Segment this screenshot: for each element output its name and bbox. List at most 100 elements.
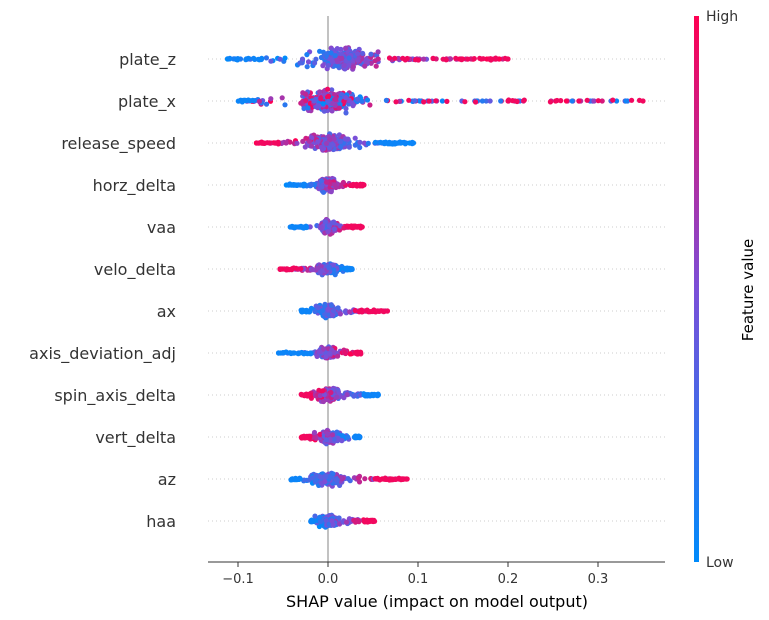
shap-point <box>320 346 326 352</box>
shap-point <box>357 392 363 398</box>
x-tick-label: −0.1 <box>222 572 254 587</box>
shap-point <box>479 98 485 104</box>
shap-point <box>334 477 340 483</box>
shap-point <box>342 309 348 315</box>
shap-point <box>306 138 312 144</box>
shap-point <box>478 56 484 62</box>
shap-point <box>397 140 403 146</box>
shap-point <box>372 139 378 145</box>
shap-point <box>331 436 337 442</box>
shap-point <box>346 55 352 61</box>
shap-point <box>304 435 310 441</box>
shap-point <box>324 179 330 185</box>
shap-point <box>332 53 338 59</box>
feature-label: vaa <box>147 218 176 237</box>
shap-point <box>319 184 325 190</box>
shap-point <box>297 60 303 66</box>
shap-point <box>316 103 322 109</box>
shap-point <box>318 474 324 480</box>
shap-point <box>317 349 323 355</box>
shap-point <box>303 135 309 141</box>
shap-point <box>384 476 390 482</box>
shap-point <box>331 226 337 232</box>
shap-point <box>336 105 342 111</box>
shap-point <box>599 98 605 104</box>
shap-point <box>301 308 307 314</box>
shap-point <box>355 475 362 481</box>
shap-point <box>340 433 346 439</box>
shap-point <box>315 139 321 145</box>
shap-point <box>331 92 337 98</box>
shap-point <box>330 312 336 318</box>
shap-point <box>320 63 326 69</box>
shap-point <box>345 434 351 440</box>
shap-point <box>275 350 282 356</box>
shap-point <box>329 432 336 438</box>
shap-point <box>465 56 471 62</box>
shap-point <box>327 351 333 357</box>
shap-point <box>357 349 363 356</box>
shap-point <box>330 308 337 314</box>
shap-point <box>505 56 511 62</box>
shap-point <box>264 140 270 146</box>
shap-point <box>395 55 402 62</box>
shap-point <box>341 62 347 68</box>
shap-point <box>311 429 318 436</box>
shap-point <box>352 392 358 398</box>
colorbar-gradient <box>694 16 699 562</box>
x-tick-label: 0.3 <box>588 572 609 587</box>
shap-point <box>318 96 324 102</box>
shap-point <box>361 392 367 398</box>
shap-point <box>282 55 288 61</box>
shap-point <box>554 97 560 104</box>
shap-point <box>343 110 349 116</box>
shap-point <box>329 518 335 524</box>
shap-point <box>351 517 357 523</box>
shap-point <box>304 52 310 58</box>
shap-point <box>257 140 264 146</box>
shap-point <box>459 57 465 63</box>
shap-point <box>311 98 317 104</box>
shap-point <box>317 514 323 520</box>
shap-point <box>243 98 249 104</box>
shap-point <box>305 477 312 483</box>
shap-point <box>327 137 333 143</box>
shap-point <box>400 476 406 482</box>
shap-point <box>326 521 332 528</box>
shap-point <box>509 98 516 104</box>
shap-point <box>234 57 240 63</box>
shap-point <box>317 431 323 437</box>
shap-point <box>317 270 323 276</box>
shap-point <box>623 98 629 104</box>
shap-point <box>283 140 289 146</box>
shap-point <box>368 51 374 57</box>
shap-point <box>584 97 590 103</box>
shap-point <box>364 97 371 103</box>
shap-point <box>339 438 345 444</box>
shap-point <box>365 140 371 146</box>
shap-point <box>299 435 305 441</box>
shap-point <box>302 350 309 356</box>
shap-point <box>328 50 334 56</box>
shap-point <box>348 182 354 188</box>
shap-point <box>277 56 283 62</box>
shap-point <box>327 474 333 480</box>
shap-point <box>610 97 616 103</box>
shap-point <box>471 56 477 62</box>
shap-point <box>308 143 315 149</box>
shap-point <box>337 311 343 317</box>
shap-point <box>291 225 297 231</box>
shap-point <box>338 46 344 53</box>
shap-point <box>328 302 334 309</box>
shap-point <box>308 181 314 188</box>
shap-point <box>326 93 332 99</box>
shap-point <box>335 435 341 441</box>
shap-point <box>563 98 570 104</box>
shap-point <box>327 145 333 151</box>
colorbar-high-label: High <box>706 9 738 25</box>
shap-point <box>342 136 348 142</box>
shap-point <box>355 57 361 63</box>
shap-point <box>312 513 318 519</box>
feature-rows: plate_z plate_x release_speed horz_deltavaa… <box>29 50 665 531</box>
shap-point <box>263 101 270 107</box>
